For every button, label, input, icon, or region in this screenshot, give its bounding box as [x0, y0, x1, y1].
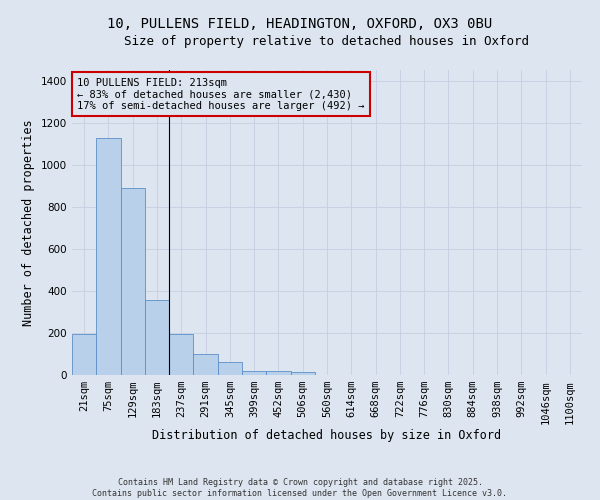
- X-axis label: Distribution of detached houses by size in Oxford: Distribution of detached houses by size …: [152, 429, 502, 442]
- Bar: [266, 371, 290, 375]
- Bar: [145, 300, 169, 375]
- Bar: [96, 138, 121, 375]
- Bar: [218, 362, 242, 375]
- Text: 10, PULLENS FIELD, HEADINGTON, OXFORD, OX3 0BU: 10, PULLENS FIELD, HEADINGTON, OXFORD, O…: [107, 18, 493, 32]
- Text: Contains HM Land Registry data © Crown copyright and database right 2025.
Contai: Contains HM Land Registry data © Crown c…: [92, 478, 508, 498]
- Bar: [242, 371, 266, 375]
- Bar: [72, 334, 96, 375]
- Y-axis label: Number of detached properties: Number of detached properties: [22, 119, 35, 326]
- Bar: [290, 372, 315, 375]
- Title: Size of property relative to detached houses in Oxford: Size of property relative to detached ho…: [125, 35, 530, 48]
- Bar: [169, 334, 193, 375]
- Bar: [193, 354, 218, 375]
- Bar: [121, 188, 145, 375]
- Text: 10 PULLENS FIELD: 213sqm
← 83% of detached houses are smaller (2,430)
17% of sem: 10 PULLENS FIELD: 213sqm ← 83% of detach…: [77, 78, 365, 111]
